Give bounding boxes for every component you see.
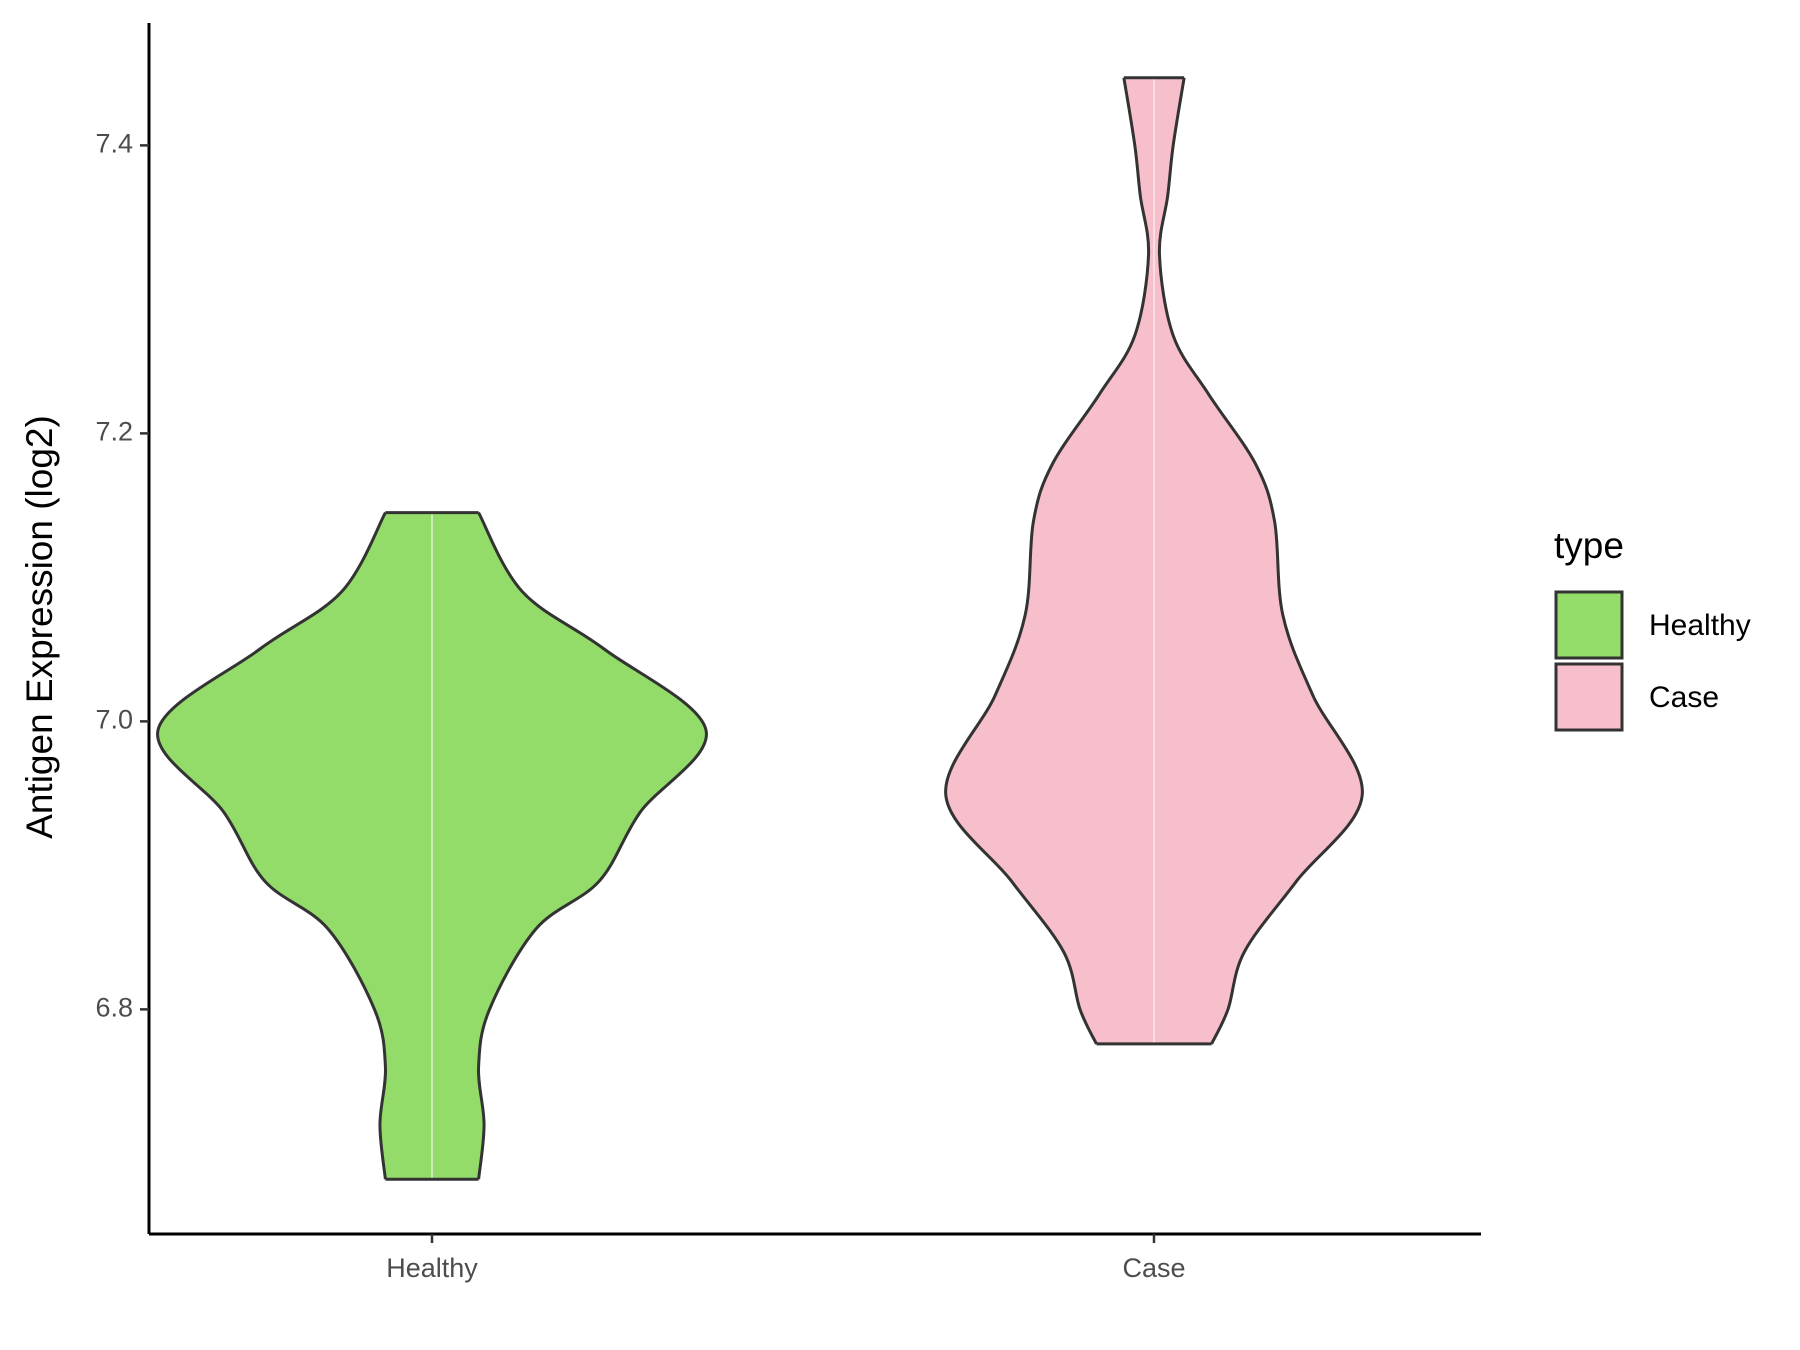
violin-outline xyxy=(1157,77,1364,1045)
legend-key xyxy=(1554,662,1624,732)
violin-outline xyxy=(944,77,1151,1045)
y-tick-label: 7.2 xyxy=(95,417,133,447)
y-axis-label: Antigen Expression (log2) xyxy=(19,415,60,839)
violin-fill xyxy=(157,512,432,1180)
legend-label: Case xyxy=(1649,681,1719,714)
y-tick-label: 6.8 xyxy=(95,992,133,1022)
x-tick-label: Healthy xyxy=(386,1253,478,1283)
x-tick-label: Case xyxy=(1122,1253,1185,1283)
violin-fill xyxy=(945,77,1154,1044)
violin-fill xyxy=(432,512,707,1180)
violin-outline xyxy=(477,511,708,1180)
legend-key xyxy=(1554,590,1624,660)
violin-outline xyxy=(156,511,387,1180)
y-tick-label: 7.0 xyxy=(95,705,133,735)
violin-fill xyxy=(1154,77,1363,1044)
legend-label: Healthy xyxy=(1649,609,1751,642)
legend-title: type xyxy=(1554,525,1624,566)
y-tick-label: 7.4 xyxy=(95,129,133,159)
